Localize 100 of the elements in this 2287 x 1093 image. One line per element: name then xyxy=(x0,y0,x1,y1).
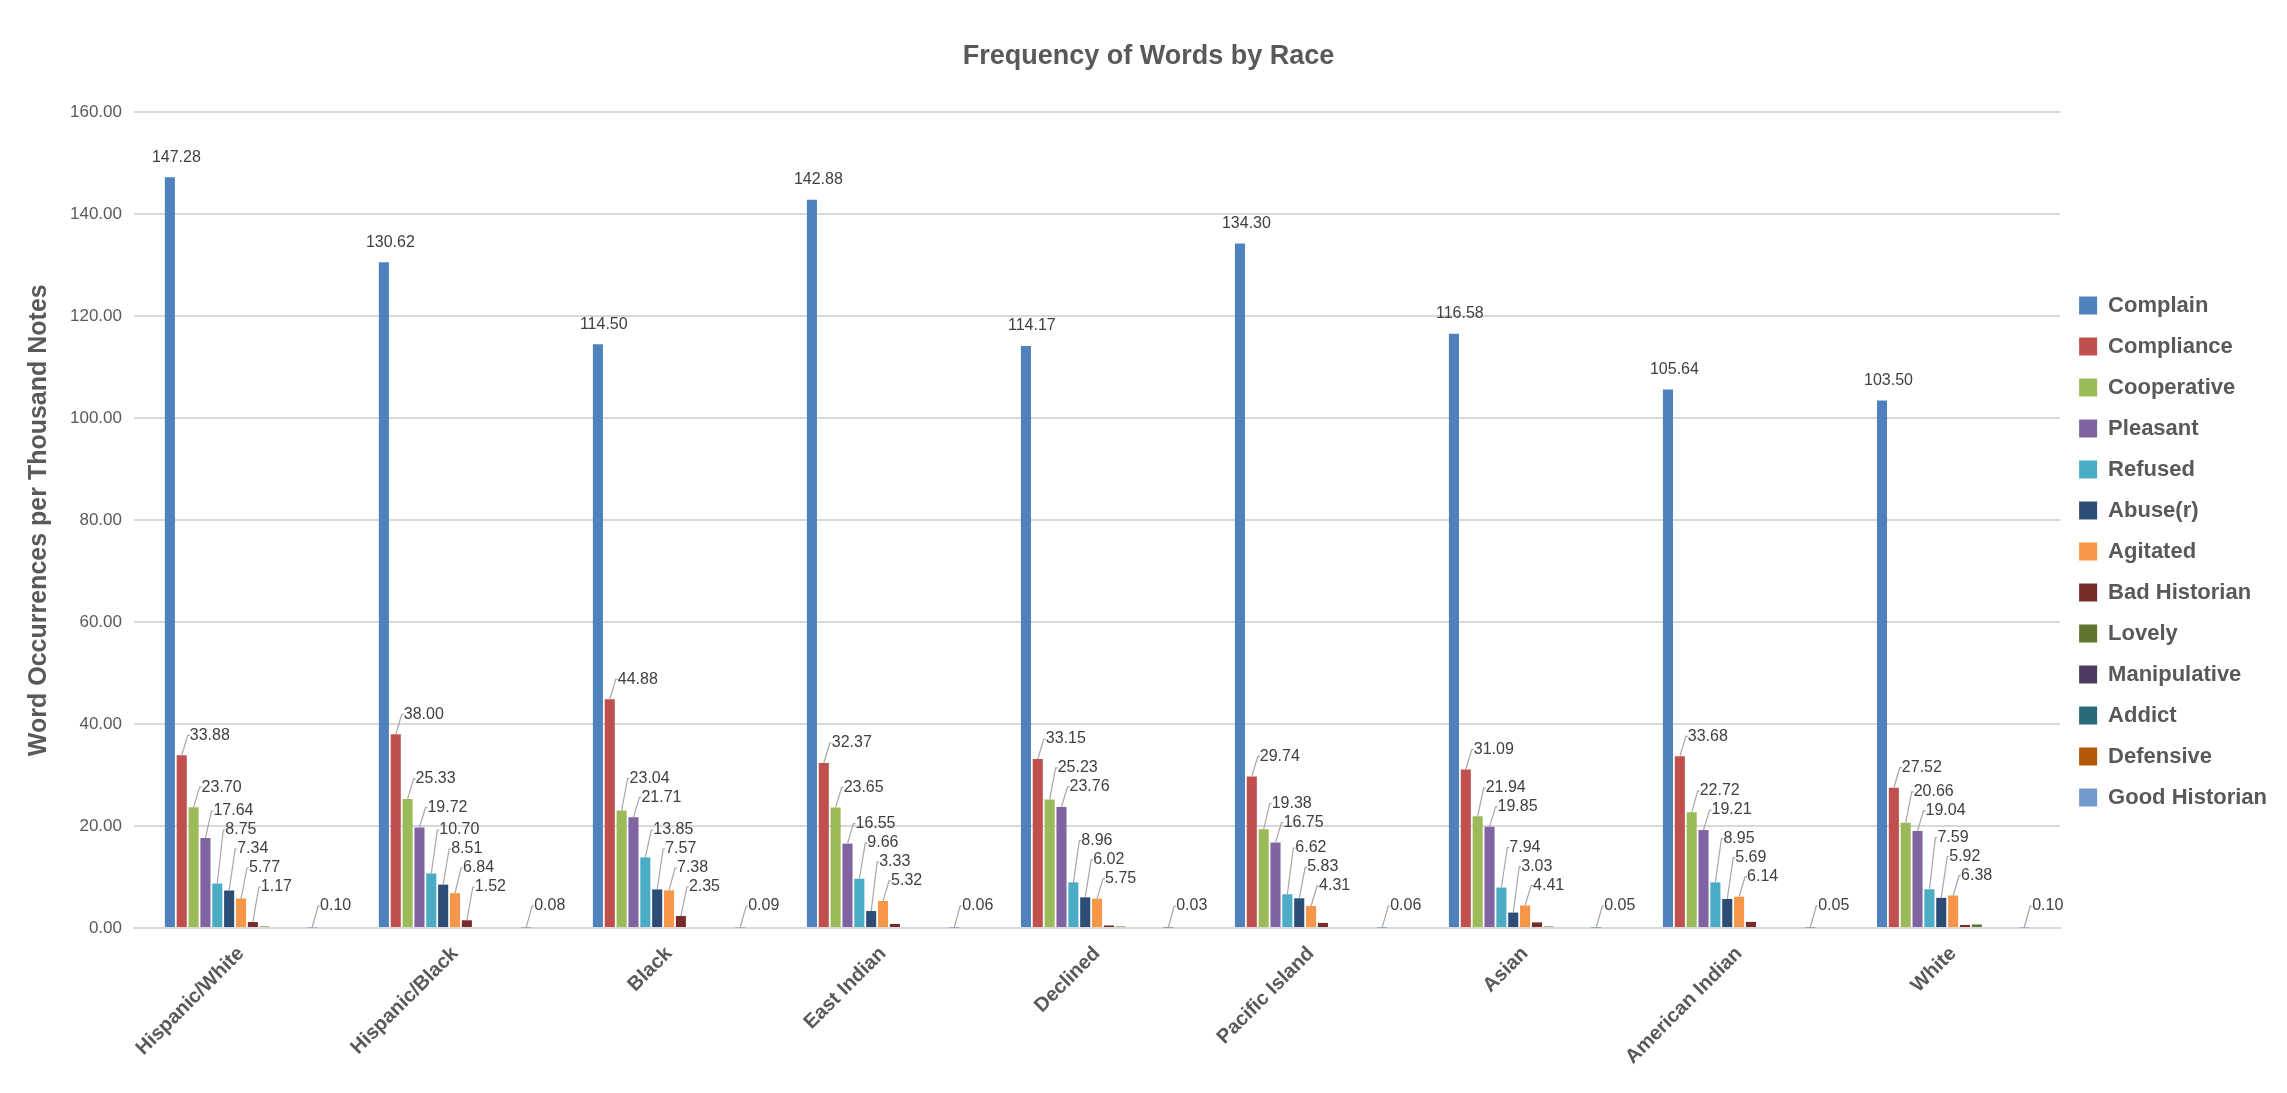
y-tick-label: 0.00 xyxy=(88,917,122,937)
data-label: 6.62 xyxy=(1295,838,1327,856)
bar xyxy=(402,798,413,928)
bar xyxy=(449,893,461,928)
y-tick-label: 80.00 xyxy=(79,509,122,529)
bar xyxy=(1460,769,1471,928)
data-label: 5.83 xyxy=(1307,857,1339,875)
bar xyxy=(1745,921,1756,928)
legend-label: Compliance xyxy=(2108,332,2233,358)
bar xyxy=(438,884,449,928)
data-label: 0.10 xyxy=(2032,896,2064,914)
data-label: 6.84 xyxy=(463,858,495,876)
data-label: 27.52 xyxy=(1901,758,1942,776)
data-label: 7.34 xyxy=(237,839,269,857)
data-label: 0.10 xyxy=(320,896,352,914)
data-label: 29.74 xyxy=(1259,746,1300,764)
bar xyxy=(878,900,889,928)
y-tick-label: 140.00 xyxy=(70,204,122,224)
bar xyxy=(616,810,627,928)
bar xyxy=(806,199,817,928)
data-label: 4.31 xyxy=(1319,876,1351,894)
bar xyxy=(461,920,472,928)
bar xyxy=(247,922,258,928)
bar xyxy=(1258,829,1269,928)
data-label: 16.75 xyxy=(1283,813,1324,831)
bar xyxy=(1948,895,1959,928)
data-label: 114.50 xyxy=(579,314,628,332)
bar xyxy=(390,734,401,928)
bar xyxy=(1246,776,1257,928)
data-label: 32.37 xyxy=(831,733,872,751)
chart-title: Frequency of Words by Race xyxy=(962,39,1335,70)
bar xyxy=(1317,922,1328,928)
bar xyxy=(604,699,615,928)
bar xyxy=(1520,905,1531,928)
bar xyxy=(889,923,900,928)
legend-label: Lovely xyxy=(2108,619,2179,645)
data-label: 2.35 xyxy=(688,877,721,895)
bar xyxy=(1270,842,1281,928)
bar xyxy=(426,873,437,928)
y-tick-label: 160.00 xyxy=(70,102,122,122)
data-label: 105.64 xyxy=(1649,359,1700,377)
bar xyxy=(1686,812,1697,928)
bar xyxy=(414,827,425,928)
bar xyxy=(1306,906,1317,928)
bar xyxy=(235,898,247,928)
bar xyxy=(1698,830,1709,928)
bar xyxy=(212,883,223,928)
bar xyxy=(652,889,663,928)
data-label: 19.04 xyxy=(1925,801,1966,819)
data-label: 7.59 xyxy=(1937,827,1969,845)
data-label: 8.51 xyxy=(451,839,483,857)
data-label: 21.94 xyxy=(1485,778,1526,796)
bar xyxy=(1722,899,1733,928)
legend-label: Bad Historian xyxy=(2108,578,2252,604)
bar xyxy=(1936,897,1947,928)
bar xyxy=(200,838,211,928)
legend-label: Complain xyxy=(2108,291,2209,317)
bar xyxy=(1484,826,1495,928)
data-label: 0.06 xyxy=(1390,896,1422,914)
bar xyxy=(1294,898,1305,928)
legend-label: Abuse(r) xyxy=(2108,496,2199,522)
data-label: 19.38 xyxy=(1271,794,1312,812)
legend-label: Defensive xyxy=(2108,742,2213,768)
legend-label: Cooperative xyxy=(2108,373,2236,399)
data-label: 0.05 xyxy=(1604,896,1636,914)
data-label: 22.72 xyxy=(1699,781,1740,799)
bar xyxy=(1959,924,1970,928)
data-label: 23.04 xyxy=(629,768,670,786)
data-label: 38.00 xyxy=(403,704,444,722)
data-label: 5.77 xyxy=(249,858,281,876)
data-label: 130.62 xyxy=(365,232,415,250)
bar xyxy=(866,911,877,928)
data-label: 16.55 xyxy=(855,814,896,832)
bar xyxy=(640,857,651,928)
data-label: 23.65 xyxy=(843,777,884,795)
data-label: 33.88 xyxy=(189,725,230,743)
data-label: 23.70 xyxy=(201,777,242,795)
data-label: 5.32 xyxy=(891,871,923,889)
legend-label: Good Historian xyxy=(2108,783,2267,809)
bar xyxy=(1876,400,1888,928)
bar xyxy=(1472,816,1483,928)
bar xyxy=(164,177,175,928)
data-label: 103.50 xyxy=(1863,370,1914,388)
data-label: 8.95 xyxy=(1723,829,1755,847)
data-label: 0.08 xyxy=(534,896,566,914)
bar xyxy=(1912,830,1923,928)
legend-label: Agitated xyxy=(2108,537,2197,563)
y-tick-label: 100.00 xyxy=(70,407,122,427)
bar xyxy=(830,807,841,928)
data-label: 21.71 xyxy=(641,787,682,805)
data-label: 5.75 xyxy=(1105,869,1137,887)
data-label: 114.17 xyxy=(1007,316,1056,334)
data-label: 0.05 xyxy=(1818,896,1850,914)
bar xyxy=(1448,333,1459,928)
data-label: 10.70 xyxy=(439,820,480,838)
data-label: 6.14 xyxy=(1747,867,1779,885)
bar xyxy=(1068,882,1079,928)
bar xyxy=(1282,894,1293,928)
bar xyxy=(1531,922,1542,928)
data-label: 3.33 xyxy=(879,852,911,870)
